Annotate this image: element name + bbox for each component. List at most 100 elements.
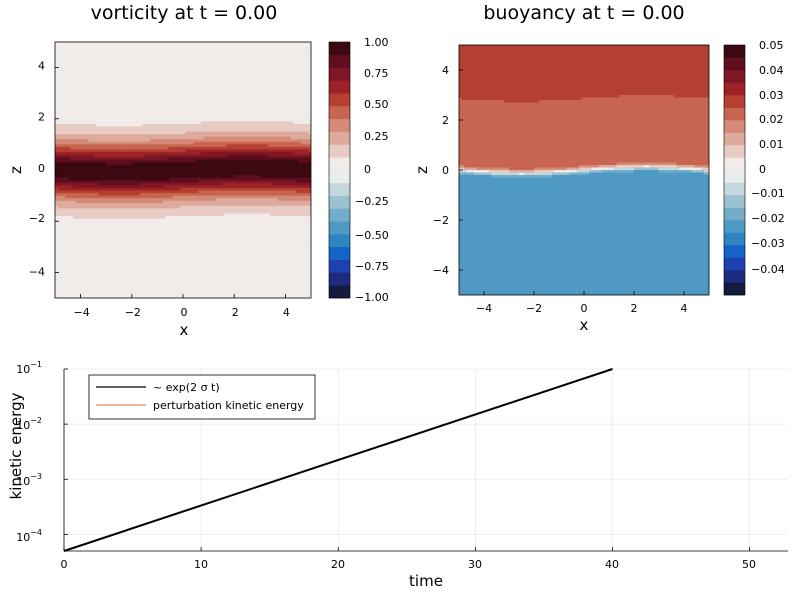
field-cell	[83, 123, 87, 128]
field-cell	[305, 152, 310, 156]
field-cell	[295, 157, 299, 161]
field-cell	[277, 154, 281, 158]
field-cell	[298, 95, 302, 99]
field-cell	[298, 88, 302, 92]
field-cell	[308, 136, 311, 140]
field-cell	[213, 93, 217, 97]
field-cell	[67, 72, 71, 76]
field-cell	[183, 70, 187, 74]
field-cell	[142, 90, 146, 94]
field-cell	[57, 126, 61, 130]
field-cell	[57, 42, 61, 46]
field-cell	[226, 149, 230, 153]
field-cell	[113, 90, 118, 94]
field-cell	[85, 67, 89, 71]
field-cell	[200, 129, 205, 133]
field-cell	[218, 106, 222, 110]
field-cell	[303, 62, 307, 66]
field-cell	[108, 111, 112, 115]
field-cell	[300, 116, 304, 120]
field-cell	[211, 159, 215, 163]
field-cell	[147, 146, 151, 151]
field-cell	[72, 100, 77, 105]
field-cell	[116, 131, 120, 135]
field-cell	[277, 82, 281, 87]
field-cell	[147, 139, 151, 143]
field-cell	[226, 47, 230, 51]
field-cell	[72, 44, 77, 48]
field-cell	[147, 113, 151, 117]
field-cell	[126, 113, 130, 117]
field-cell	[101, 44, 105, 48]
field-cell	[116, 139, 120, 143]
field-cell	[62, 144, 66, 148]
field-cell	[93, 152, 97, 156]
field-cell	[282, 139, 286, 143]
field-cell	[280, 77, 284, 81]
field-cell	[152, 52, 156, 56]
field-cell	[226, 70, 230, 74]
field-cell	[211, 70, 215, 74]
field-cell	[282, 98, 286, 102]
field-cell	[136, 88, 141, 92]
field-cell	[144, 139, 148, 143]
field-cell	[236, 75, 240, 79]
field-cell	[293, 167, 297, 171]
field-cell	[124, 149, 128, 153]
field-cell	[126, 85, 130, 89]
field-cell	[98, 146, 102, 151]
field-cell	[223, 134, 228, 138]
field-cell	[157, 111, 161, 115]
field-cell	[239, 139, 243, 143]
field-cell	[134, 164, 138, 169]
field-cell	[149, 113, 153, 117]
field-cell	[285, 52, 289, 56]
field-cell	[221, 123, 225, 128]
field-cell	[85, 103, 89, 107]
field-cell	[55, 47, 59, 51]
field-cell	[298, 116, 302, 120]
field-cell	[116, 157, 120, 161]
field-cell	[170, 162, 174, 166]
field-cell	[188, 103, 192, 107]
field-cell	[285, 95, 289, 99]
field-cell	[170, 52, 174, 56]
field-cell	[124, 134, 128, 138]
field-cell	[60, 152, 64, 156]
field-cell	[234, 139, 238, 143]
field-cell	[106, 144, 110, 148]
field-cell	[300, 154, 304, 158]
field-cell	[247, 93, 251, 97]
field-cell	[136, 75, 141, 79]
field-cell	[175, 129, 179, 133]
field-cell	[195, 111, 199, 115]
field-cell	[254, 131, 258, 135]
field-cell	[223, 108, 228, 112]
field-cell	[293, 98, 297, 102]
field-cell	[90, 67, 94, 71]
field-cell	[60, 121, 64, 125]
field-cell	[111, 70, 115, 74]
field-cell	[188, 57, 192, 61]
field-cell	[147, 144, 151, 148]
field-cell	[264, 80, 269, 84]
field-cell	[147, 131, 151, 135]
field-cell	[239, 80, 243, 84]
field-cell	[65, 111, 69, 115]
field-cell	[159, 88, 164, 92]
field-cell	[149, 93, 153, 97]
field-cell	[218, 62, 222, 66]
field-cell	[300, 126, 304, 130]
field-cell	[300, 149, 304, 153]
field-cell	[264, 65, 269, 69]
field-cell	[295, 85, 299, 89]
vorticity-title: vorticity at t = 0.00	[91, 2, 278, 24]
field-cell	[267, 129, 271, 133]
field-cell	[190, 49, 194, 53]
field-cell	[108, 134, 112, 138]
field-cell	[157, 123, 161, 128]
field-cell	[285, 47, 289, 51]
field-cell	[165, 72, 169, 76]
field-cell	[113, 129, 118, 133]
field-cell	[101, 59, 105, 64]
